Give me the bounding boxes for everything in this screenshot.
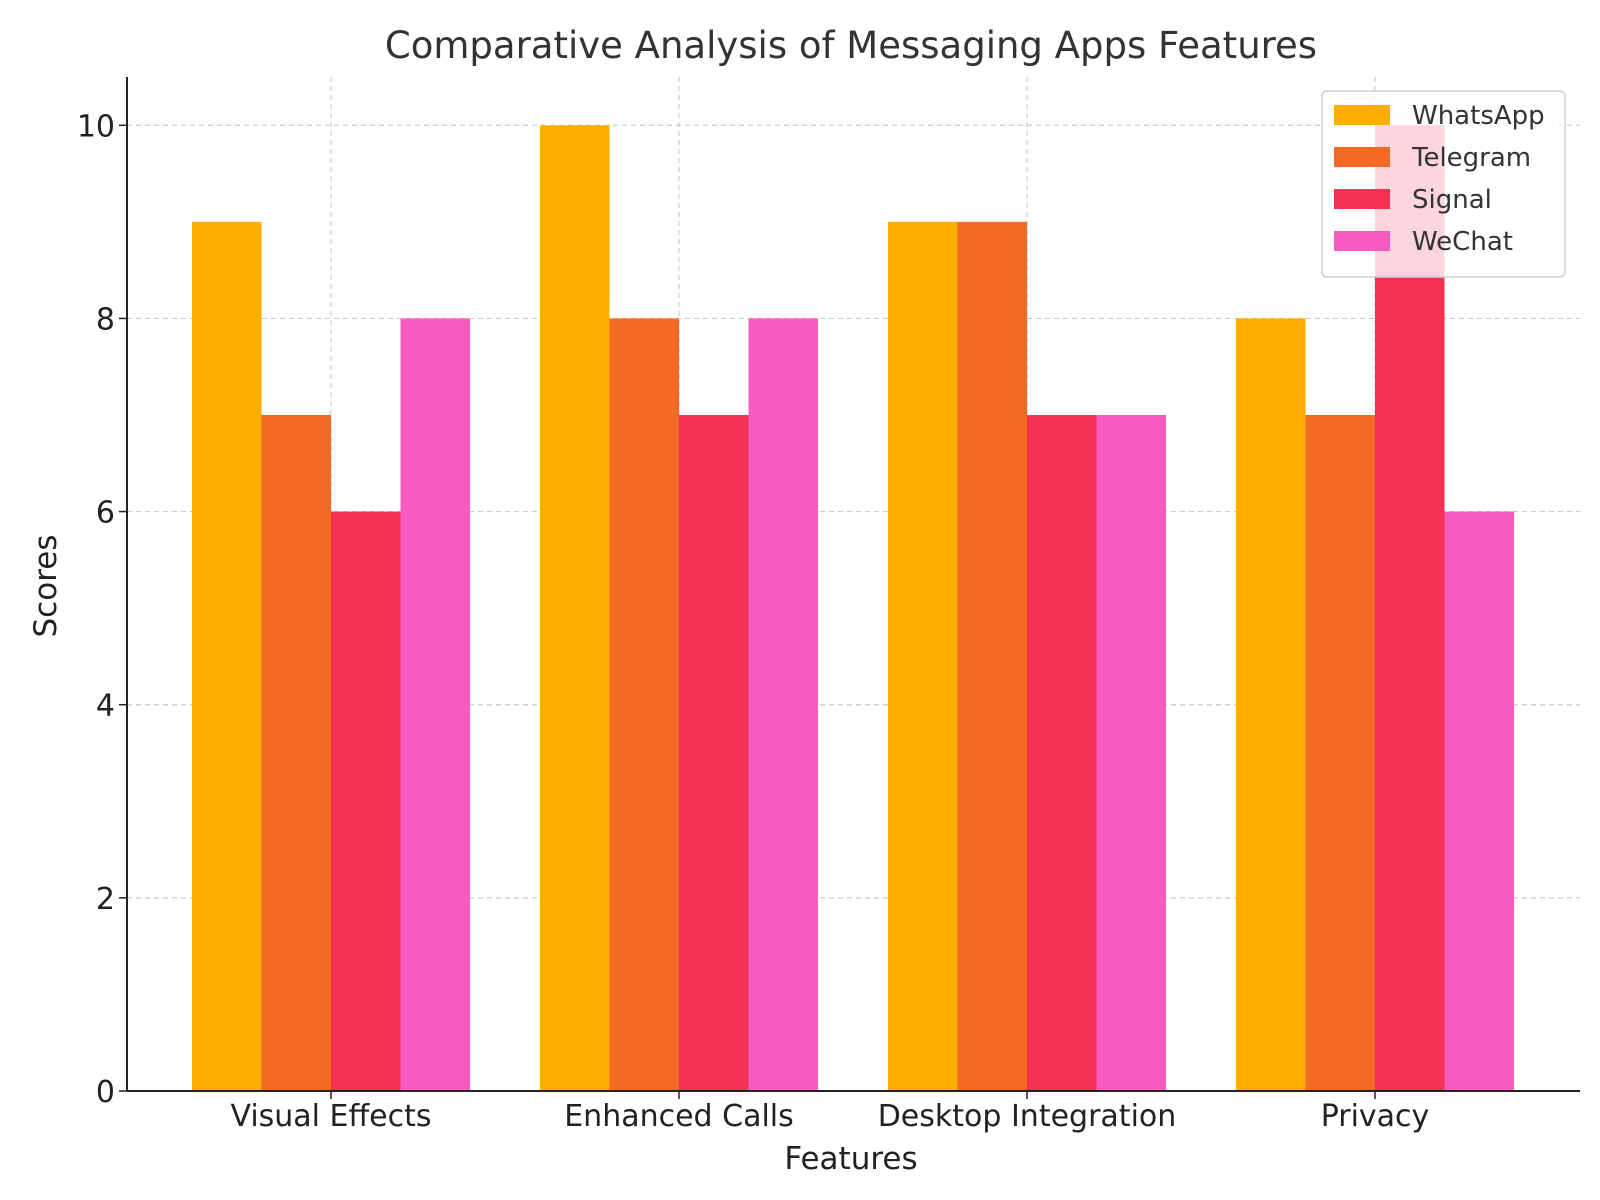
bar-signal-3: [1375, 125, 1445, 1092]
legend-label-telegram: Telegram: [1411, 143, 1531, 173]
bar-whatsapp-1: [540, 125, 610, 1092]
legend-label-whatsapp: WhatsApp: [1412, 101, 1545, 131]
ticks: 0 2 4 6 8 10 Visual Effects Enhanced Calls Deskt…: [77, 109, 1430, 1134]
legend-swatch-whatsapp: [1334, 105, 1390, 125]
bar-signal-2: [1027, 415, 1097, 1091]
x-tick-label: Visual Effects: [230, 1099, 431, 1134]
bar-telegram-1: [609, 318, 679, 1091]
x-tick-label: Desktop Integration: [878, 1099, 1177, 1134]
bar-whatsapp-0: [192, 221, 262, 1091]
legend-label-signal: Signal: [1412, 185, 1492, 215]
legend-swatch-wechat: [1334, 231, 1390, 251]
y-tick-label: 4: [96, 689, 115, 724]
bar-signal-1: [679, 415, 749, 1091]
legend-label-wechat: WeChat: [1412, 227, 1513, 257]
bar-wechat-1: [748, 318, 818, 1091]
y-tick-label: 10: [77, 109, 115, 144]
bars: [192, 125, 1514, 1092]
legend: WhatsApp Telegram Signal WeChat: [1321, 90, 1566, 278]
y-tick-label: 6: [96, 496, 115, 531]
legend-swatch-telegram: [1334, 147, 1390, 167]
bar-whatsapp-3: [1236, 318, 1306, 1091]
bar-wechat-2: [1096, 415, 1166, 1091]
y-tick-label: 0: [96, 1075, 115, 1110]
chart-title: Comparative Analysis of Messaging Apps F…: [385, 24, 1317, 67]
bar-telegram-2: [957, 221, 1027, 1091]
bar-telegram-0: [261, 415, 331, 1091]
axes: [126, 77, 1580, 1092]
legend-box: [1321, 90, 1566, 278]
y-axis-label: Scores: [28, 535, 64, 638]
bar-wechat-3: [1444, 511, 1514, 1092]
bar-whatsapp-2: [888, 221, 958, 1091]
y-tick-label: 2: [96, 882, 115, 917]
x-axis-label: Features: [784, 1141, 917, 1177]
y-tick-label: 8: [96, 302, 115, 337]
x-tick-label: Enhanced Calls: [564, 1099, 794, 1134]
legend-swatch-signal: [1334, 189, 1390, 209]
x-tick-label: Privacy: [1321, 1099, 1430, 1134]
bar-wechat-0: [400, 318, 470, 1091]
bar-signal-0: [331, 511, 401, 1092]
bar-telegram-3: [1305, 415, 1375, 1091]
